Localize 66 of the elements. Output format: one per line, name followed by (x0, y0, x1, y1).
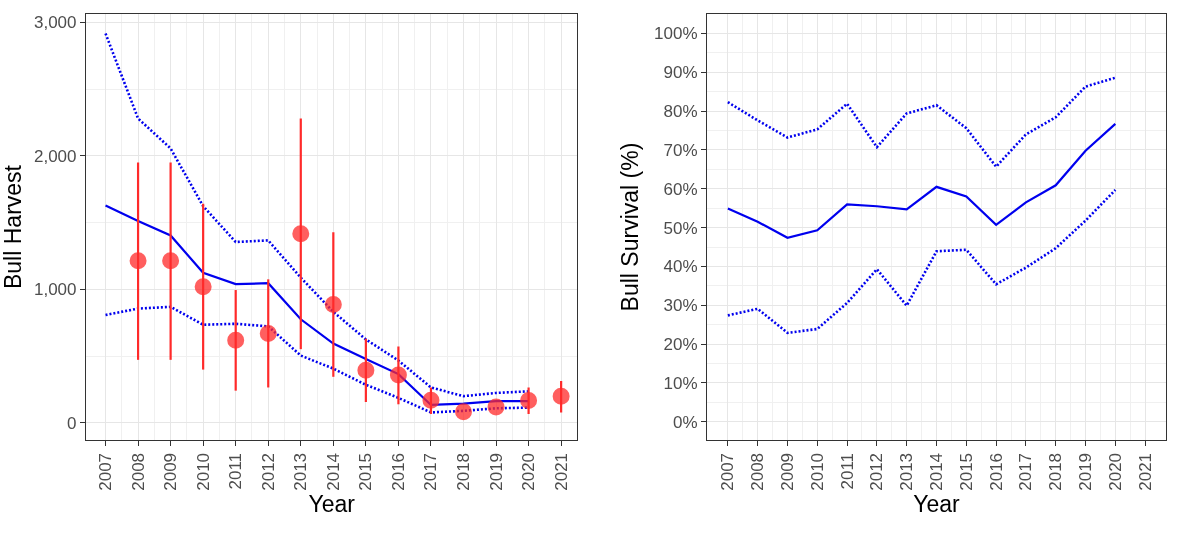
x-tick-label: 2014 (927, 452, 947, 491)
x-tick-label: 2020 (1105, 452, 1125, 491)
point (455, 403, 472, 421)
x-tick-label: 2012 (867, 452, 887, 491)
point (259, 325, 277, 343)
x-axis-title: Year (308, 490, 356, 517)
point (194, 278, 212, 296)
x-tick-label: 2017 (1016, 452, 1036, 491)
y-tick-label: 80% (663, 102, 698, 122)
y-tick-label: 50% (663, 218, 698, 238)
y-tick-label: 20% (663, 335, 698, 355)
y-tick-label: 1,000 (33, 280, 77, 300)
x-tick-label: 2015 (356, 452, 376, 491)
x-tick-label: 2013 (897, 452, 917, 491)
x-tick-label: 2011 (226, 452, 246, 490)
point (552, 387, 570, 405)
point (292, 225, 310, 243)
y-axis-title: Bull Harvest (0, 164, 26, 290)
x-tick-label: 2014 (323, 452, 343, 491)
x-tick-label: 2017 (421, 452, 441, 491)
x-tick-label: 2009 (161, 452, 181, 491)
x-tick-label: 2009 (777, 452, 797, 491)
line-series (726, 122, 1117, 239)
line-series (726, 76, 1117, 168)
x-tick-label: 2021 (1135, 452, 1155, 491)
x-tick-label: 2018 (454, 452, 474, 491)
x-tick-label: 2015 (956, 452, 976, 491)
point (357, 361, 375, 379)
x-tick-label: 2016 (986, 452, 1006, 491)
x-tick-label: 2016 (388, 452, 408, 491)
point (520, 391, 538, 409)
y-tick-label: 0% (672, 412, 698, 432)
y-tick-label: 70% (663, 140, 698, 160)
point (324, 296, 342, 314)
x-tick-label: 2011 (837, 452, 857, 490)
y-tick-label: 60% (663, 179, 698, 199)
x-tick-label: 2010 (807, 452, 827, 491)
x-tick-label: 2007 (96, 452, 116, 491)
y-tick-label: 3,000 (33, 13, 77, 33)
y-tick-label: 100% (654, 24, 698, 44)
y-tick-label: 90% (663, 63, 698, 83)
x-tick-label: 2021 (551, 452, 571, 491)
x-tick-label: 2020 (519, 452, 539, 491)
point (487, 398, 505, 416)
x-tick-label: 2008 (748, 452, 768, 491)
y-tick-label: 30% (663, 296, 698, 316)
point (162, 252, 180, 270)
x-tick-label: 2010 (193, 452, 213, 491)
x-tick-label: 2018 (1046, 452, 1066, 491)
x-tick-label: 2012 (258, 452, 278, 491)
y-tick-label: 10% (663, 373, 698, 393)
line-series (726, 188, 1117, 335)
y-tick-label: 40% (663, 257, 698, 277)
point (422, 391, 440, 409)
x-axis-title: Year (913, 490, 961, 517)
point (389, 366, 407, 384)
y-axis-title: Bull Survival (%) (617, 142, 644, 312)
x-tick-label: 2019 (486, 452, 506, 491)
x-tick-label: 2013 (291, 452, 311, 491)
x-tick-label: 2007 (718, 452, 738, 491)
y-tick-label: 2,000 (33, 146, 77, 166)
point (227, 331, 245, 349)
point (129, 252, 147, 270)
y-tick-label: 0 (67, 413, 77, 433)
x-tick-label: 2019 (1076, 452, 1096, 491)
x-tick-label: 2008 (128, 452, 148, 491)
